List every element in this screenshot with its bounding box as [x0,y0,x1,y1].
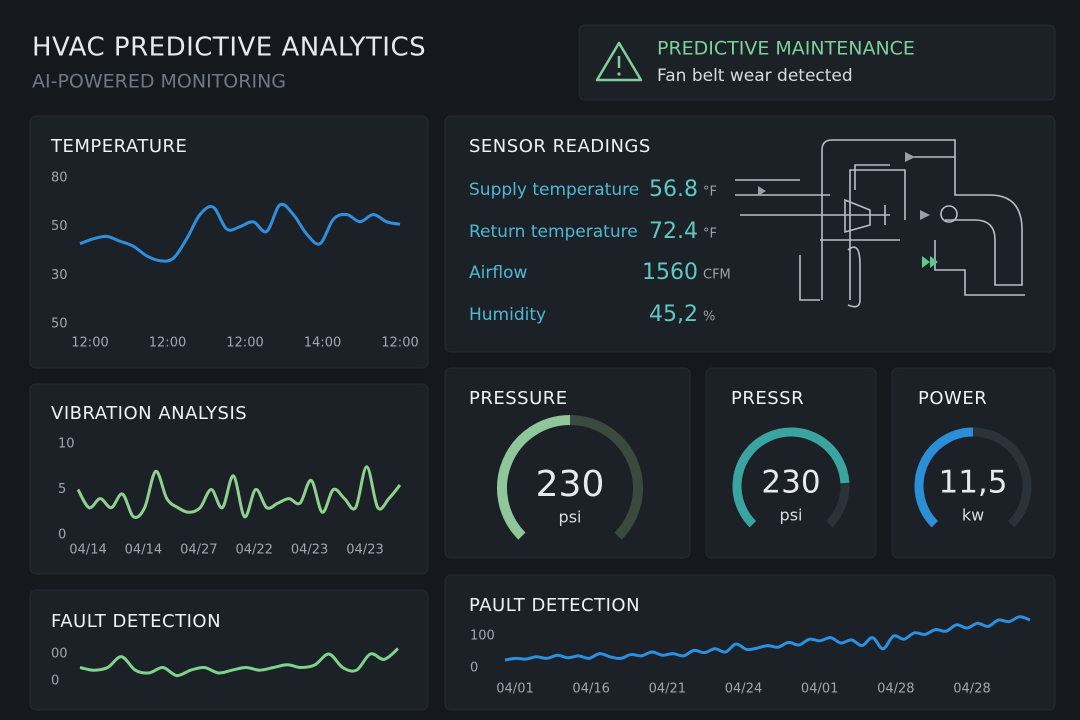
gauge-value [732,427,850,528]
gauge-unit: psi [780,506,803,525]
chart-title: TEMPERATURE [50,136,187,157]
x-tick-label: 14:00 [304,336,341,351]
x-tick-label: 04/14 [69,543,106,558]
gauge-value-label: 11,5 [938,465,1007,501]
coil [847,246,861,308]
data-line [504,615,1031,662]
x-tick-label: 04/22 [235,543,272,558]
panel [891,367,1056,559]
x-tick-label: 04/28 [953,682,990,697]
y-tick-label: 30 [51,268,68,283]
reading-label: Supply temperature [469,180,639,200]
gauge-unit: kw [962,506,984,525]
x-tick-label: 04/01 [496,682,533,697]
y-tick-label: 0 [51,674,59,689]
panel [444,115,1056,353]
y-tick-label: 0 [58,528,66,543]
warning-icon-dot [617,72,621,76]
panel [444,574,1056,711]
alert-title: PREDICTIVE MAINTENANCE [657,38,915,60]
data-line [79,647,399,678]
data-line [79,202,401,263]
fan [940,205,958,223]
reading-unit: °F [703,185,717,200]
panel [705,367,877,559]
page-subtitle: AI-POWERED MONITORING [32,71,286,93]
alert-box [578,24,1056,101]
y-tick-label: 50 [51,317,68,332]
reading-value: 72.4 [649,219,698,244]
warning-icon [595,41,643,82]
gauge-value [914,427,974,528]
gauge-value [497,415,571,540]
x-tick-label: 04/16 [572,682,609,697]
x-tick-label: 04/23 [291,543,328,558]
data-line [76,465,402,519]
x-tick-label: 12:00 [149,336,186,351]
x-tick-label: 04/23 [346,543,383,558]
x-tick-label: 04/14 [125,543,162,558]
panel [29,115,429,369]
x-tick-label: 12:00 [71,336,108,351]
damper [844,198,886,234]
reading-unit: % [703,310,715,325]
reading-label: Airflow [469,263,527,283]
x-tick-label: 04/27 [180,543,217,558]
y-tick-label: 0 [470,661,478,676]
chart-title: VIBRATION ANALYSIS [51,403,247,424]
reading-unit: °F [703,227,717,242]
x-tick-label: 04/01 [801,682,838,697]
hvac-diagram [735,139,1025,308]
y-tick-label: 50 [51,219,68,234]
reading-value: 56.8 [649,177,698,202]
alert-message: Fan belt wear detected [657,66,853,86]
x-tick-label: 12:00 [226,336,263,351]
reading-unit: CFM [703,268,731,283]
reading-value: 1560 [642,260,698,285]
gauge-value-label: 230 [761,465,820,501]
x-tick-label: 04/24 [725,682,762,697]
flow-arrows [922,256,938,268]
y-tick-label: 00 [51,647,68,662]
panel [29,589,429,711]
gauge-value-label: 230 [536,464,605,505]
reading-label: Return temperature [469,222,638,242]
gauge-title: PRESSURE [469,388,568,409]
chart-title: PAULT DETECTION [469,595,640,616]
x-tick-label: 12:00 [381,336,418,351]
y-tick-label: 10 [58,437,75,452]
panel [29,383,429,575]
duct [821,139,1023,300]
y-tick-label: 80 [51,171,68,186]
x-tick-label: 04/28 [877,682,914,697]
gauge-unit: psi [559,508,582,527]
gauge-title: POWER [918,388,987,409]
pipes [735,156,1025,301]
reading-value: 45,2 [649,302,698,327]
y-tick-label: 100 [470,629,495,644]
panel-title: SENSOR READINGS [469,136,651,157]
chart-title: FAULT DETECTION [51,611,221,632]
y-tick-label: 5 [58,482,66,497]
page-title: HVAC PREDICTIVE ANALYTICS [32,33,426,63]
gauge-title: PRESSR [731,388,804,409]
x-tick-label: 04/21 [649,682,686,697]
reading-label: Humidity [469,305,546,325]
